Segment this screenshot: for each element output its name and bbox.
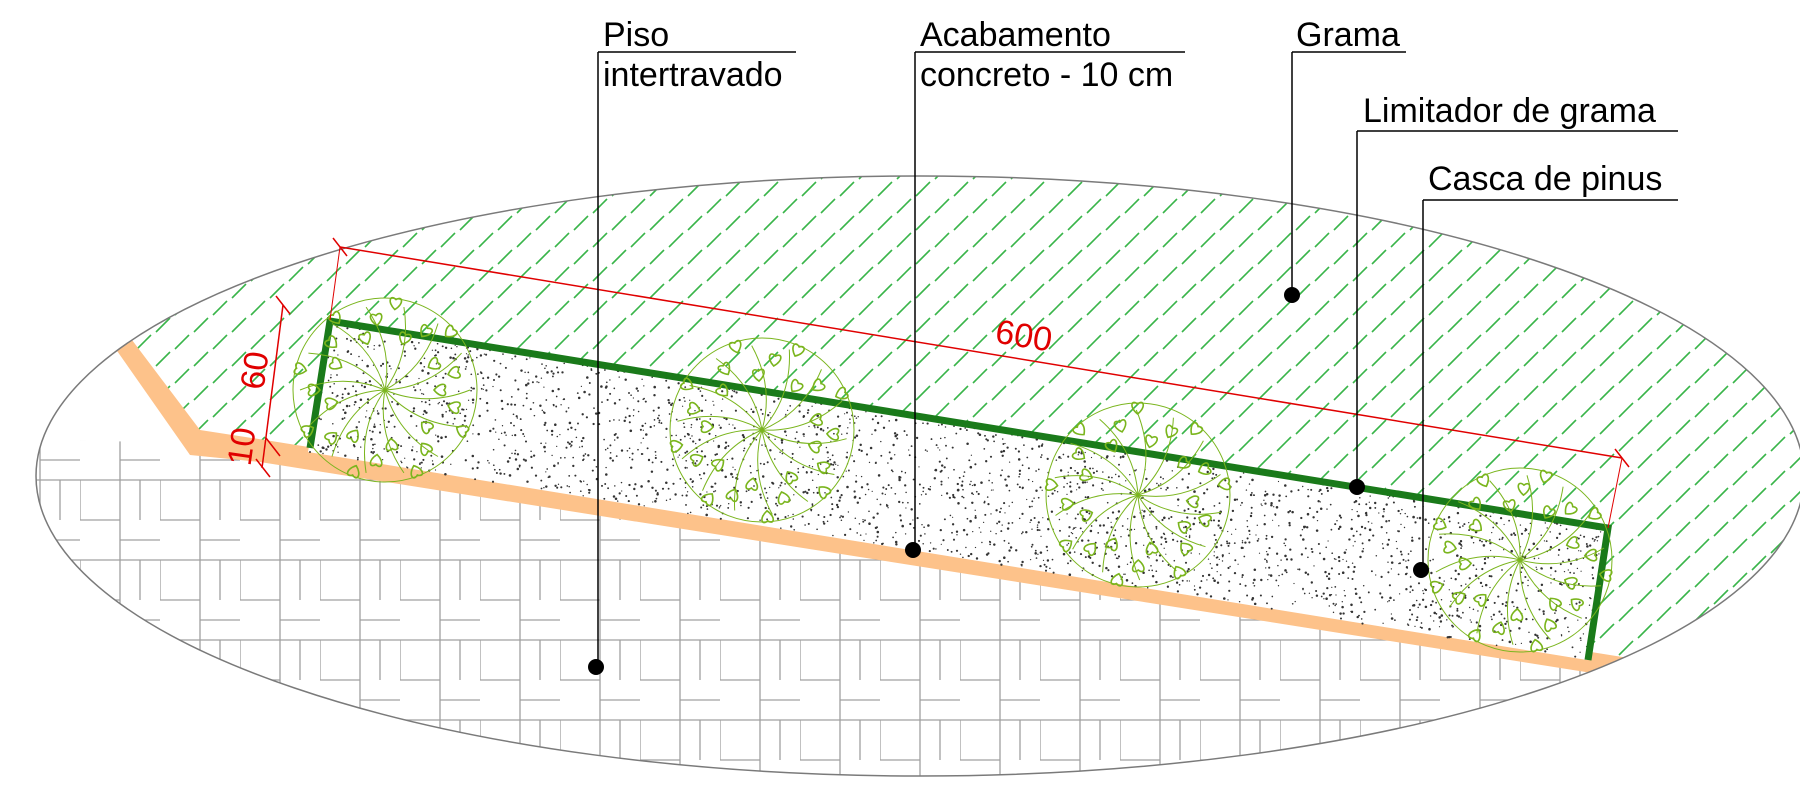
shrub-symbol: [1044, 401, 1232, 588]
dimension-10-label: 10: [221, 425, 264, 468]
callout-casca-dot: [1413, 562, 1429, 578]
shrub-symbol: [292, 296, 478, 483]
shrub-symbol: [1427, 467, 1613, 653]
dimension-60-label: 60: [234, 349, 277, 392]
dimension-60-10: 60 10: [221, 295, 291, 478]
callout-acabamento: Acabamento concreto - 10 cm: [905, 16, 1185, 558]
dimension-600-label: 600: [993, 313, 1055, 360]
callout-piso-line1: Piso: [603, 16, 669, 54]
detail-ellipse-outline: [35, 175, 1800, 777]
callout-acabamento-line1: Acabamento: [920, 16, 1111, 54]
callout-grama: Grama: [1284, 16, 1406, 303]
shrub-symbol: [669, 337, 855, 524]
grass-edging-line: [306, 316, 1612, 661]
callout-grama-label: Grama: [1296, 16, 1400, 54]
shrub-group: [292, 296, 1613, 653]
callout-piso-line2: intertravado: [603, 56, 783, 94]
callout-grama-dot: [1284, 287, 1300, 303]
callout-piso-dot: [588, 659, 604, 675]
callout-piso: Piso intertravado: [588, 16, 796, 675]
callout-limitador: Limitador de grama: [1349, 92, 1678, 495]
callout-limitador-dot: [1349, 479, 1365, 495]
callout-acabamento-dot: [905, 542, 921, 558]
dimension-600: 600: [329, 237, 1630, 529]
concrete-finish-strip: [115, 340, 1660, 683]
callout-limitador-label: Limitador de grama: [1363, 92, 1656, 130]
callout-casca-label: Casca de pinus: [1428, 160, 1662, 198]
callout-casca: Casca de pinus: [1413, 160, 1678, 578]
callout-acabamento-line2: concreto - 10 cm: [920, 56, 1173, 94]
